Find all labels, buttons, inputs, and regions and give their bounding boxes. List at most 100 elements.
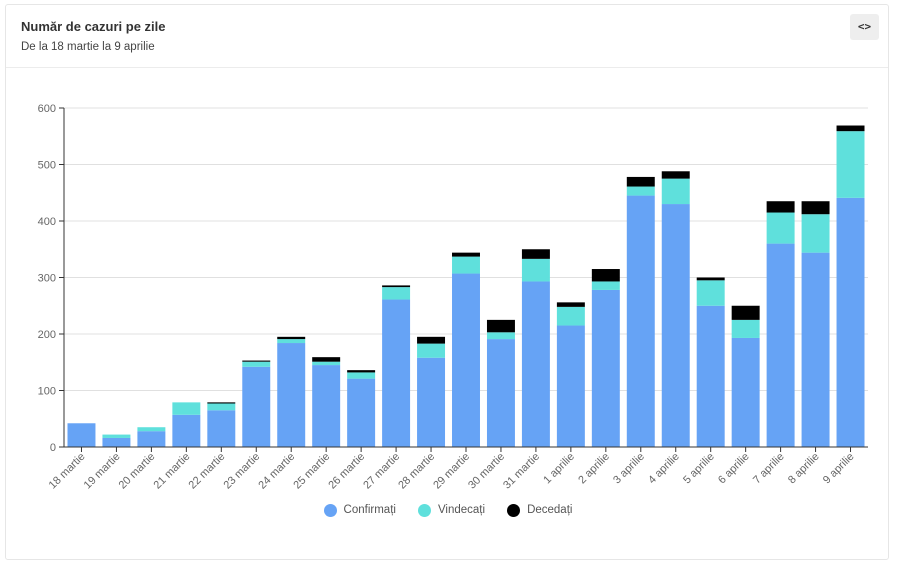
bar-confirmati-21[interactable]: [801, 252, 830, 447]
legend-item-vindecati[interactable]: Vindecați: [417, 503, 485, 517]
bar-confirmati-17[interactable]: [661, 204, 690, 447]
chart-subtitle: De la 18 martie la 9 aprilie: [21, 41, 155, 53]
legend-item-decedati[interactable]: Decedați: [507, 503, 573, 517]
x-tick-label: 1 aprilie: [541, 451, 577, 487]
bar-decedati-11[interactable]: [452, 252, 480, 257]
legend-item-confirmati[interactable]: Confirmați: [323, 503, 396, 517]
bar-decedati-6[interactable]: [277, 336, 306, 340]
bar-confirmati-22[interactable]: [836, 197, 865, 447]
bar-vindecati-22[interactable]: [836, 131, 865, 198]
bar-confirmati-20[interactable]: [766, 243, 795, 447]
bar-confirmati-7[interactable]: [312, 365, 341, 447]
bar-confirmati-13[interactable]: [521, 281, 550, 447]
bar-vindecati-3[interactable]: [172, 402, 201, 415]
x-tick-label: 23 martie: [221, 451, 262, 492]
embed-code-button[interactable]: <>: [850, 14, 879, 40]
bar-vindecati-1[interactable]: [102, 434, 131, 438]
bar-decedati-13[interactable]: [521, 249, 550, 259]
legend-marker-confirmati: [323, 503, 337, 517]
bar-confirmati-16[interactable]: [626, 195, 655, 447]
bar-vindecati-8[interactable]: [347, 372, 376, 379]
legend-label-decedati: Decedați: [527, 504, 573, 516]
y-tick-label: 0: [50, 442, 56, 454]
chart-card: Număr de cazuri pe zile De la 18 martie …: [5, 4, 889, 560]
x-tick-label: 24 martie: [256, 451, 297, 492]
bar-confirmati-18[interactable]: [696, 305, 725, 447]
x-tick-label: 3 aprilie: [611, 451, 647, 487]
x-tick-label: 25 martie: [291, 451, 332, 492]
bar-confirmati-4[interactable]: [207, 410, 236, 447]
bar-decedati-9[interactable]: [382, 285, 411, 288]
bar-decedati-4[interactable]: [207, 402, 236, 404]
bar-confirmati-6[interactable]: [277, 343, 306, 447]
bar-decedati-5[interactable]: [242, 360, 271, 362]
y-tick-label: 400: [38, 216, 56, 228]
bar-vindecati-11[interactable]: [452, 256, 480, 274]
x-tick-label: 22 martie: [187, 451, 228, 492]
x-tick-label: 8 aprilie: [786, 451, 822, 487]
bar-vindecati-9[interactable]: [382, 287, 411, 300]
x-tick-label: 6 aprilie: [716, 451, 752, 487]
legend-label-confirmati: Confirmați: [343, 504, 396, 516]
bar-confirmati-14[interactable]: [556, 325, 585, 447]
legend-marker-vindecati: [417, 503, 431, 517]
bar-vindecati-20[interactable]: [766, 212, 795, 244]
x-tick-label: 30 martie: [466, 451, 507, 492]
bar-vindecati-18[interactable]: [696, 280, 725, 306]
bar-decedati-10[interactable]: [417, 336, 446, 344]
x-tick-label: 26 martie: [326, 451, 367, 492]
bar-vindecati-4[interactable]: [207, 403, 236, 411]
y-tick-label: 200: [38, 329, 56, 341]
bar-confirmati-19[interactable]: [731, 337, 760, 447]
bar-vindecati-2[interactable]: [137, 427, 166, 432]
bar-vindecati-10[interactable]: [417, 343, 446, 358]
bar-decedati-19[interactable]: [731, 305, 760, 320]
bar-vindecati-16[interactable]: [626, 186, 655, 196]
bar-vindecati-21[interactable]: [801, 214, 830, 253]
x-tick-label: 19 martie: [82, 451, 123, 492]
bar-vindecati-17[interactable]: [661, 178, 690, 205]
bar-confirmati-12[interactable]: [486, 339, 515, 447]
bar-vindecati-15[interactable]: [591, 281, 620, 290]
chart-title: Număr de cazuri pe zile: [21, 19, 166, 34]
x-tick-label: 31 martie: [501, 451, 542, 492]
bar-confirmati-3[interactable]: [172, 414, 201, 447]
bar-confirmati-8[interactable]: [347, 378, 376, 447]
bar-decedati-18[interactable]: [696, 277, 725, 281]
bar-confirmati-10[interactable]: [417, 357, 446, 447]
bar-confirmati-15[interactable]: [591, 289, 620, 447]
bar-decedati-14[interactable]: [556, 302, 585, 307]
y-tick-label: 600: [38, 103, 56, 115]
bar-vindecati-13[interactable]: [521, 258, 550, 282]
bar-confirmati-5[interactable]: [242, 366, 271, 447]
bar-confirmati-9[interactable]: [382, 299, 411, 447]
bar-vindecati-5[interactable]: [242, 361, 271, 367]
x-tick-label: 4 aprilie: [646, 451, 682, 487]
bar-vindecati-14[interactable]: [556, 306, 585, 326]
x-tick-label: 21 martie: [152, 451, 193, 492]
bar-decedati-15[interactable]: [591, 269, 620, 282]
bar-decedati-20[interactable]: [766, 201, 795, 213]
bar-decedati-17[interactable]: [661, 171, 690, 179]
x-tick-label: 28 martie: [396, 451, 437, 492]
x-tick-label: 20 martie: [117, 451, 158, 492]
y-tick-label: 100: [38, 386, 56, 398]
bar-vindecati-12[interactable]: [486, 332, 515, 340]
bar-confirmati-2[interactable]: [137, 431, 166, 447]
y-tick-label: 300: [38, 273, 56, 285]
card-header: Număr de cazuri pe zile De la 18 martie …: [6, 5, 888, 68]
bar-confirmati-0[interactable]: [67, 423, 96, 447]
bar-decedati-22[interactable]: [836, 125, 865, 132]
bar-confirmati-1[interactable]: [102, 437, 131, 447]
bar-vindecati-19[interactable]: [731, 319, 760, 338]
bar-vindecati-7[interactable]: [312, 361, 341, 366]
bar-confirmati-11[interactable]: [452, 273, 480, 447]
bar-vindecati-6[interactable]: [277, 339, 306, 344]
bar-decedati-16[interactable]: [626, 176, 655, 187]
bar-decedati-7[interactable]: [312, 357, 341, 362]
bar-decedati-12[interactable]: [486, 319, 515, 333]
bar-decedati-8[interactable]: [347, 370, 376, 373]
chart-legend: Confirmați Vindecați Decedați: [6, 500, 890, 520]
bar-decedati-21[interactable]: [801, 201, 830, 215]
